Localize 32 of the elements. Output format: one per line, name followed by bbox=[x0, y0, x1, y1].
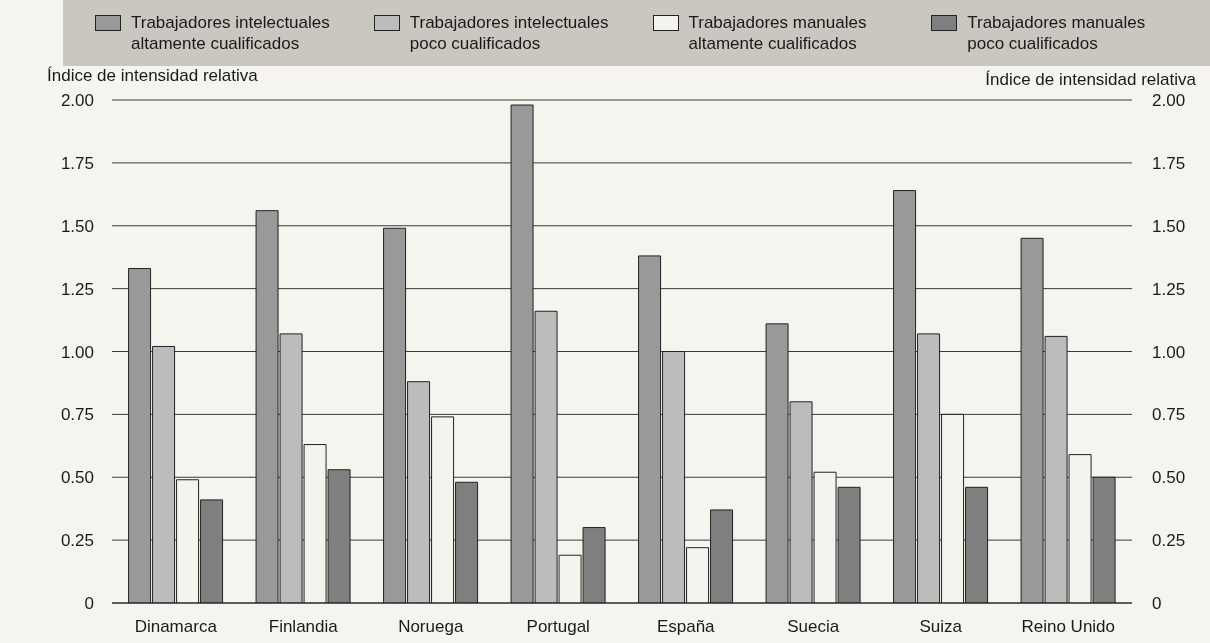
x-tick-label: Dinamarca bbox=[134, 617, 218, 637]
legend-label: Trabajadores manuales altamente cualificados bbox=[688, 12, 868, 54]
y-tick-label: 1.75 bbox=[60, 153, 94, 173]
y-tick-label: 0.50 bbox=[60, 468, 94, 488]
x-tick-label: Noruega bbox=[398, 617, 464, 637]
y2-tick-label: 1.50 bbox=[1152, 216, 1186, 236]
x-tick-label: Suiza bbox=[919, 617, 963, 637]
x-tick-label: España bbox=[656, 617, 716, 637]
y2-tick-label: 1.00 bbox=[1152, 342, 1186, 362]
y2-tick-label: 0 bbox=[1152, 594, 1162, 614]
y2-tick-label: 0.25 bbox=[1152, 531, 1186, 551]
x-tick-label: Suecia bbox=[787, 617, 840, 637]
y2-axis-title: Índice de intensidad relativa bbox=[985, 70, 1196, 90]
y-tick-label: 2.00 bbox=[60, 91, 94, 111]
y-axis-title: Índice de intensidad relativa bbox=[47, 66, 258, 86]
legend-label: Trabajadores manuales poco cualificados bbox=[967, 12, 1147, 54]
y-tick-label: 1.50 bbox=[60, 216, 94, 236]
x-tick-label: Portugal bbox=[526, 617, 590, 637]
y-tick-label: 1.00 bbox=[60, 342, 94, 362]
y2-tick-label: 2.00 bbox=[1152, 91, 1186, 111]
y-tick-label: 0.75 bbox=[60, 405, 94, 425]
y2-tick-label: 0.50 bbox=[1152, 468, 1186, 488]
legend-label: Trabajadores intelectuales altamente cualificados bbox=[131, 12, 331, 54]
y-tick-label: 0.25 bbox=[60, 531, 94, 551]
y2-tick-label: 0.75 bbox=[1152, 405, 1186, 425]
y2-tick-label: 1.25 bbox=[1152, 279, 1186, 299]
y2-tick-label: 1.75 bbox=[1152, 153, 1186, 173]
y-tick-label: 0 bbox=[84, 594, 94, 614]
x-tick-label: Finlandia bbox=[268, 617, 339, 637]
legend-label: Trabajadores intelectuales poco cualificados bbox=[409, 12, 610, 54]
y-tick-label: 1.25 bbox=[60, 279, 94, 299]
x-tick-label: Reino Unido bbox=[1021, 617, 1116, 637]
